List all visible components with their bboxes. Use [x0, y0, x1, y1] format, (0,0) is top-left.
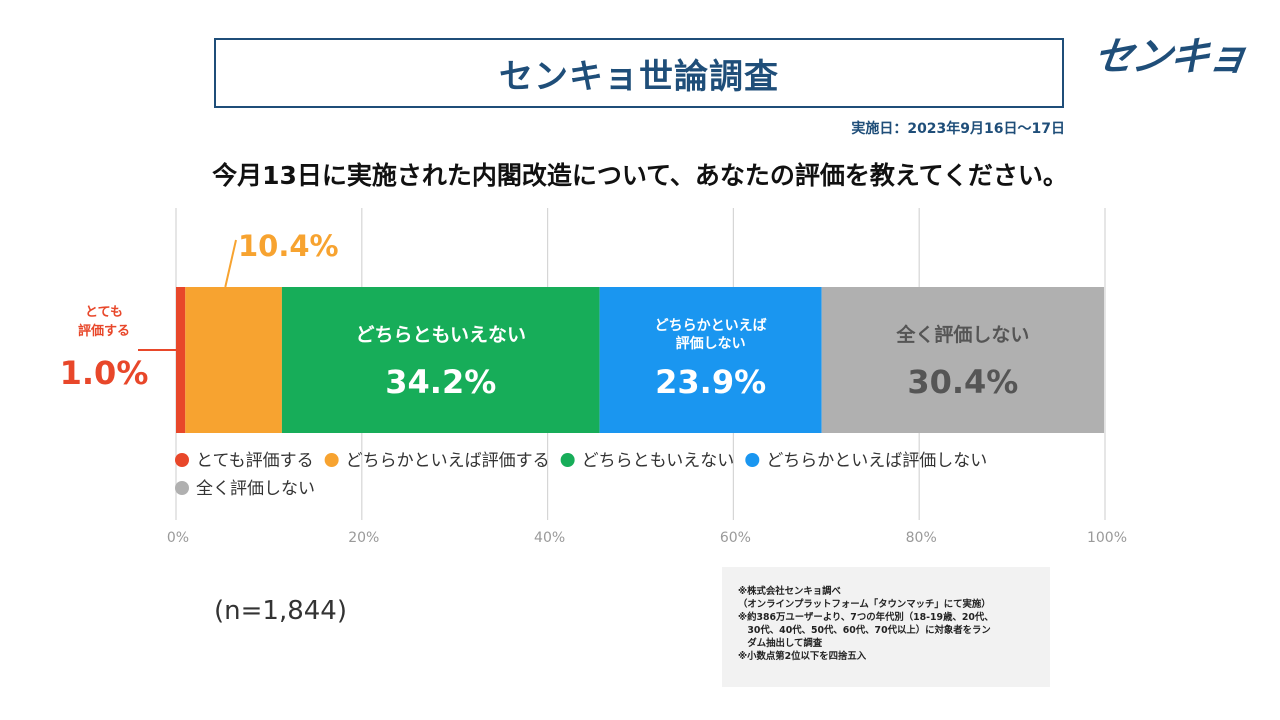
legend-swatch	[175, 481, 189, 495]
notes-box: ※株式会社センキョ調べ （オンラインプラットフォーム「タウンマッチ」にて実施） …	[722, 567, 1050, 687]
bar-category-label: とても	[85, 305, 123, 320]
bar-segment	[185, 287, 282, 433]
note-line: 30代、40代、50代、60代、70代以上）に対象者をラン	[738, 625, 991, 636]
bar-segment	[599, 287, 822, 433]
x-tick-label: 0%	[167, 530, 189, 546]
data-label: 34.2%	[385, 363, 496, 401]
legend-label: どちらかといえば評価しない	[766, 451, 987, 471]
question-text: 今月13日に実施された内閣改造について、あなたの評価を教えてください。	[212, 161, 1068, 190]
note-line: ※小数点第2位以下を四捨五入	[738, 651, 867, 662]
legend-label: 全く評価しない	[196, 479, 315, 499]
note-line: ※株式会社センキョ調べ	[738, 586, 841, 597]
bar-category-label: 評価する	[78, 323, 130, 339]
bar-segment	[821, 287, 1105, 433]
title-box: センキョ世論調査	[214, 38, 1064, 108]
bar-segment	[281, 287, 600, 433]
x-tick-label: 100%	[1087, 530, 1127, 546]
legend-label: どちらかといえば評価する	[346, 451, 550, 471]
x-tick-label: 80%	[906, 530, 937, 546]
legend-swatch	[560, 453, 575, 467]
bar-segment	[176, 287, 186, 433]
callout-line	[224, 239, 237, 288]
note-line: ※約386万ユーザーより、7つの年代別（18-19歳、20代、	[738, 612, 994, 623]
data-label: 30.4%	[907, 363, 1018, 401]
stacked-bar-chart: 0% 20% 40% 60% 80% 100% どちらともいえない 34.2% どちらかといえば…	[60, 208, 1127, 546]
bar-category-label: どちらともいえない	[355, 324, 526, 346]
x-tick-label: 20%	[348, 530, 379, 546]
legend-label: どちらともいえない	[582, 451, 735, 471]
survey-date: 実施日：2023年9月16日～17日	[851, 121, 1065, 137]
bar-category-label: どちらかといえば	[655, 318, 767, 334]
legend-swatch	[324, 453, 339, 467]
data-label: 23.9%	[655, 363, 766, 401]
data-label: 10.4%	[238, 229, 339, 263]
legend-swatch	[745, 453, 760, 467]
x-tick-label: 40%	[534, 530, 565, 546]
legend-label: とても評価する	[196, 451, 314, 471]
bar-category-label: 全く評価しない	[895, 323, 1029, 346]
data-label: 1.0%	[60, 354, 149, 392]
page-title: センキョ世論調査	[499, 56, 779, 97]
note-line: ダム抽出して調査	[738, 638, 823, 649]
legend-swatch	[175, 453, 189, 467]
x-tick-label: 60%	[720, 530, 751, 546]
note-line: （オンラインプラットフォーム「タウンマッチ」にて実施）	[738, 599, 991, 610]
sample-size: (n=1,844)	[214, 596, 347, 626]
bar-category-label: 評価しない	[676, 335, 746, 352]
